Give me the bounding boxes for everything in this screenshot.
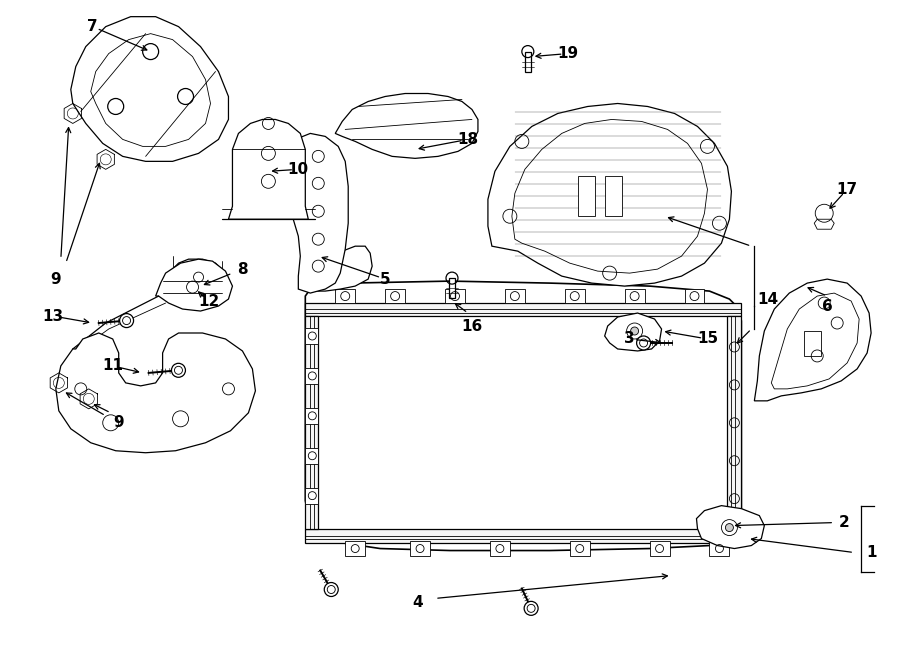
Polygon shape	[570, 541, 590, 555]
Polygon shape	[168, 259, 229, 306]
Polygon shape	[685, 289, 705, 303]
Text: 9: 9	[113, 415, 124, 430]
Polygon shape	[305, 368, 319, 384]
Polygon shape	[488, 104, 732, 286]
Text: 10: 10	[288, 162, 309, 177]
Circle shape	[120, 313, 133, 328]
Polygon shape	[335, 289, 356, 303]
Polygon shape	[410, 541, 430, 555]
Text: 16: 16	[462, 319, 482, 334]
Polygon shape	[445, 289, 465, 303]
Text: 12: 12	[198, 293, 219, 309]
Circle shape	[524, 602, 538, 615]
Text: 5: 5	[380, 272, 391, 287]
Text: 14: 14	[758, 292, 778, 307]
Text: 11: 11	[103, 358, 123, 373]
Polygon shape	[335, 93, 478, 159]
Text: 8: 8	[237, 262, 248, 277]
Polygon shape	[727, 316, 742, 529]
Polygon shape	[305, 316, 319, 529]
Polygon shape	[305, 281, 742, 551]
Polygon shape	[305, 303, 742, 316]
Text: 1: 1	[866, 545, 877, 560]
Polygon shape	[578, 176, 595, 216]
Circle shape	[631, 327, 639, 335]
Polygon shape	[697, 506, 764, 549]
Text: 18: 18	[457, 132, 479, 147]
Text: 15: 15	[697, 331, 718, 346]
Polygon shape	[525, 52, 531, 71]
Polygon shape	[56, 333, 256, 453]
Polygon shape	[305, 488, 319, 504]
Polygon shape	[71, 17, 229, 161]
Polygon shape	[283, 134, 348, 293]
Polygon shape	[605, 176, 622, 216]
Polygon shape	[505, 289, 525, 303]
Polygon shape	[449, 278, 455, 298]
Polygon shape	[305, 328, 319, 344]
Polygon shape	[814, 219, 834, 229]
Polygon shape	[305, 408, 319, 424]
Text: 7: 7	[87, 19, 98, 34]
Polygon shape	[805, 331, 821, 356]
Polygon shape	[709, 541, 729, 555]
Text: 6: 6	[822, 299, 832, 313]
Text: 13: 13	[42, 309, 63, 323]
Text: 19: 19	[557, 46, 579, 61]
Polygon shape	[156, 259, 232, 311]
Polygon shape	[385, 289, 405, 303]
Polygon shape	[346, 541, 365, 555]
Polygon shape	[305, 246, 373, 291]
Text: 17: 17	[837, 182, 858, 197]
Polygon shape	[490, 541, 510, 555]
Polygon shape	[754, 279, 871, 401]
Text: 9: 9	[50, 272, 61, 287]
Circle shape	[725, 524, 734, 531]
Polygon shape	[305, 529, 742, 543]
Polygon shape	[305, 447, 319, 464]
Text: 2: 2	[839, 515, 850, 530]
Polygon shape	[605, 313, 662, 351]
Polygon shape	[229, 120, 309, 219]
Polygon shape	[650, 541, 670, 555]
Circle shape	[324, 582, 338, 596]
Polygon shape	[319, 309, 727, 533]
Circle shape	[172, 364, 185, 377]
Polygon shape	[625, 289, 644, 303]
Text: 4: 4	[413, 595, 423, 610]
Text: 3: 3	[625, 331, 634, 346]
Polygon shape	[565, 289, 585, 303]
Circle shape	[636, 336, 651, 350]
